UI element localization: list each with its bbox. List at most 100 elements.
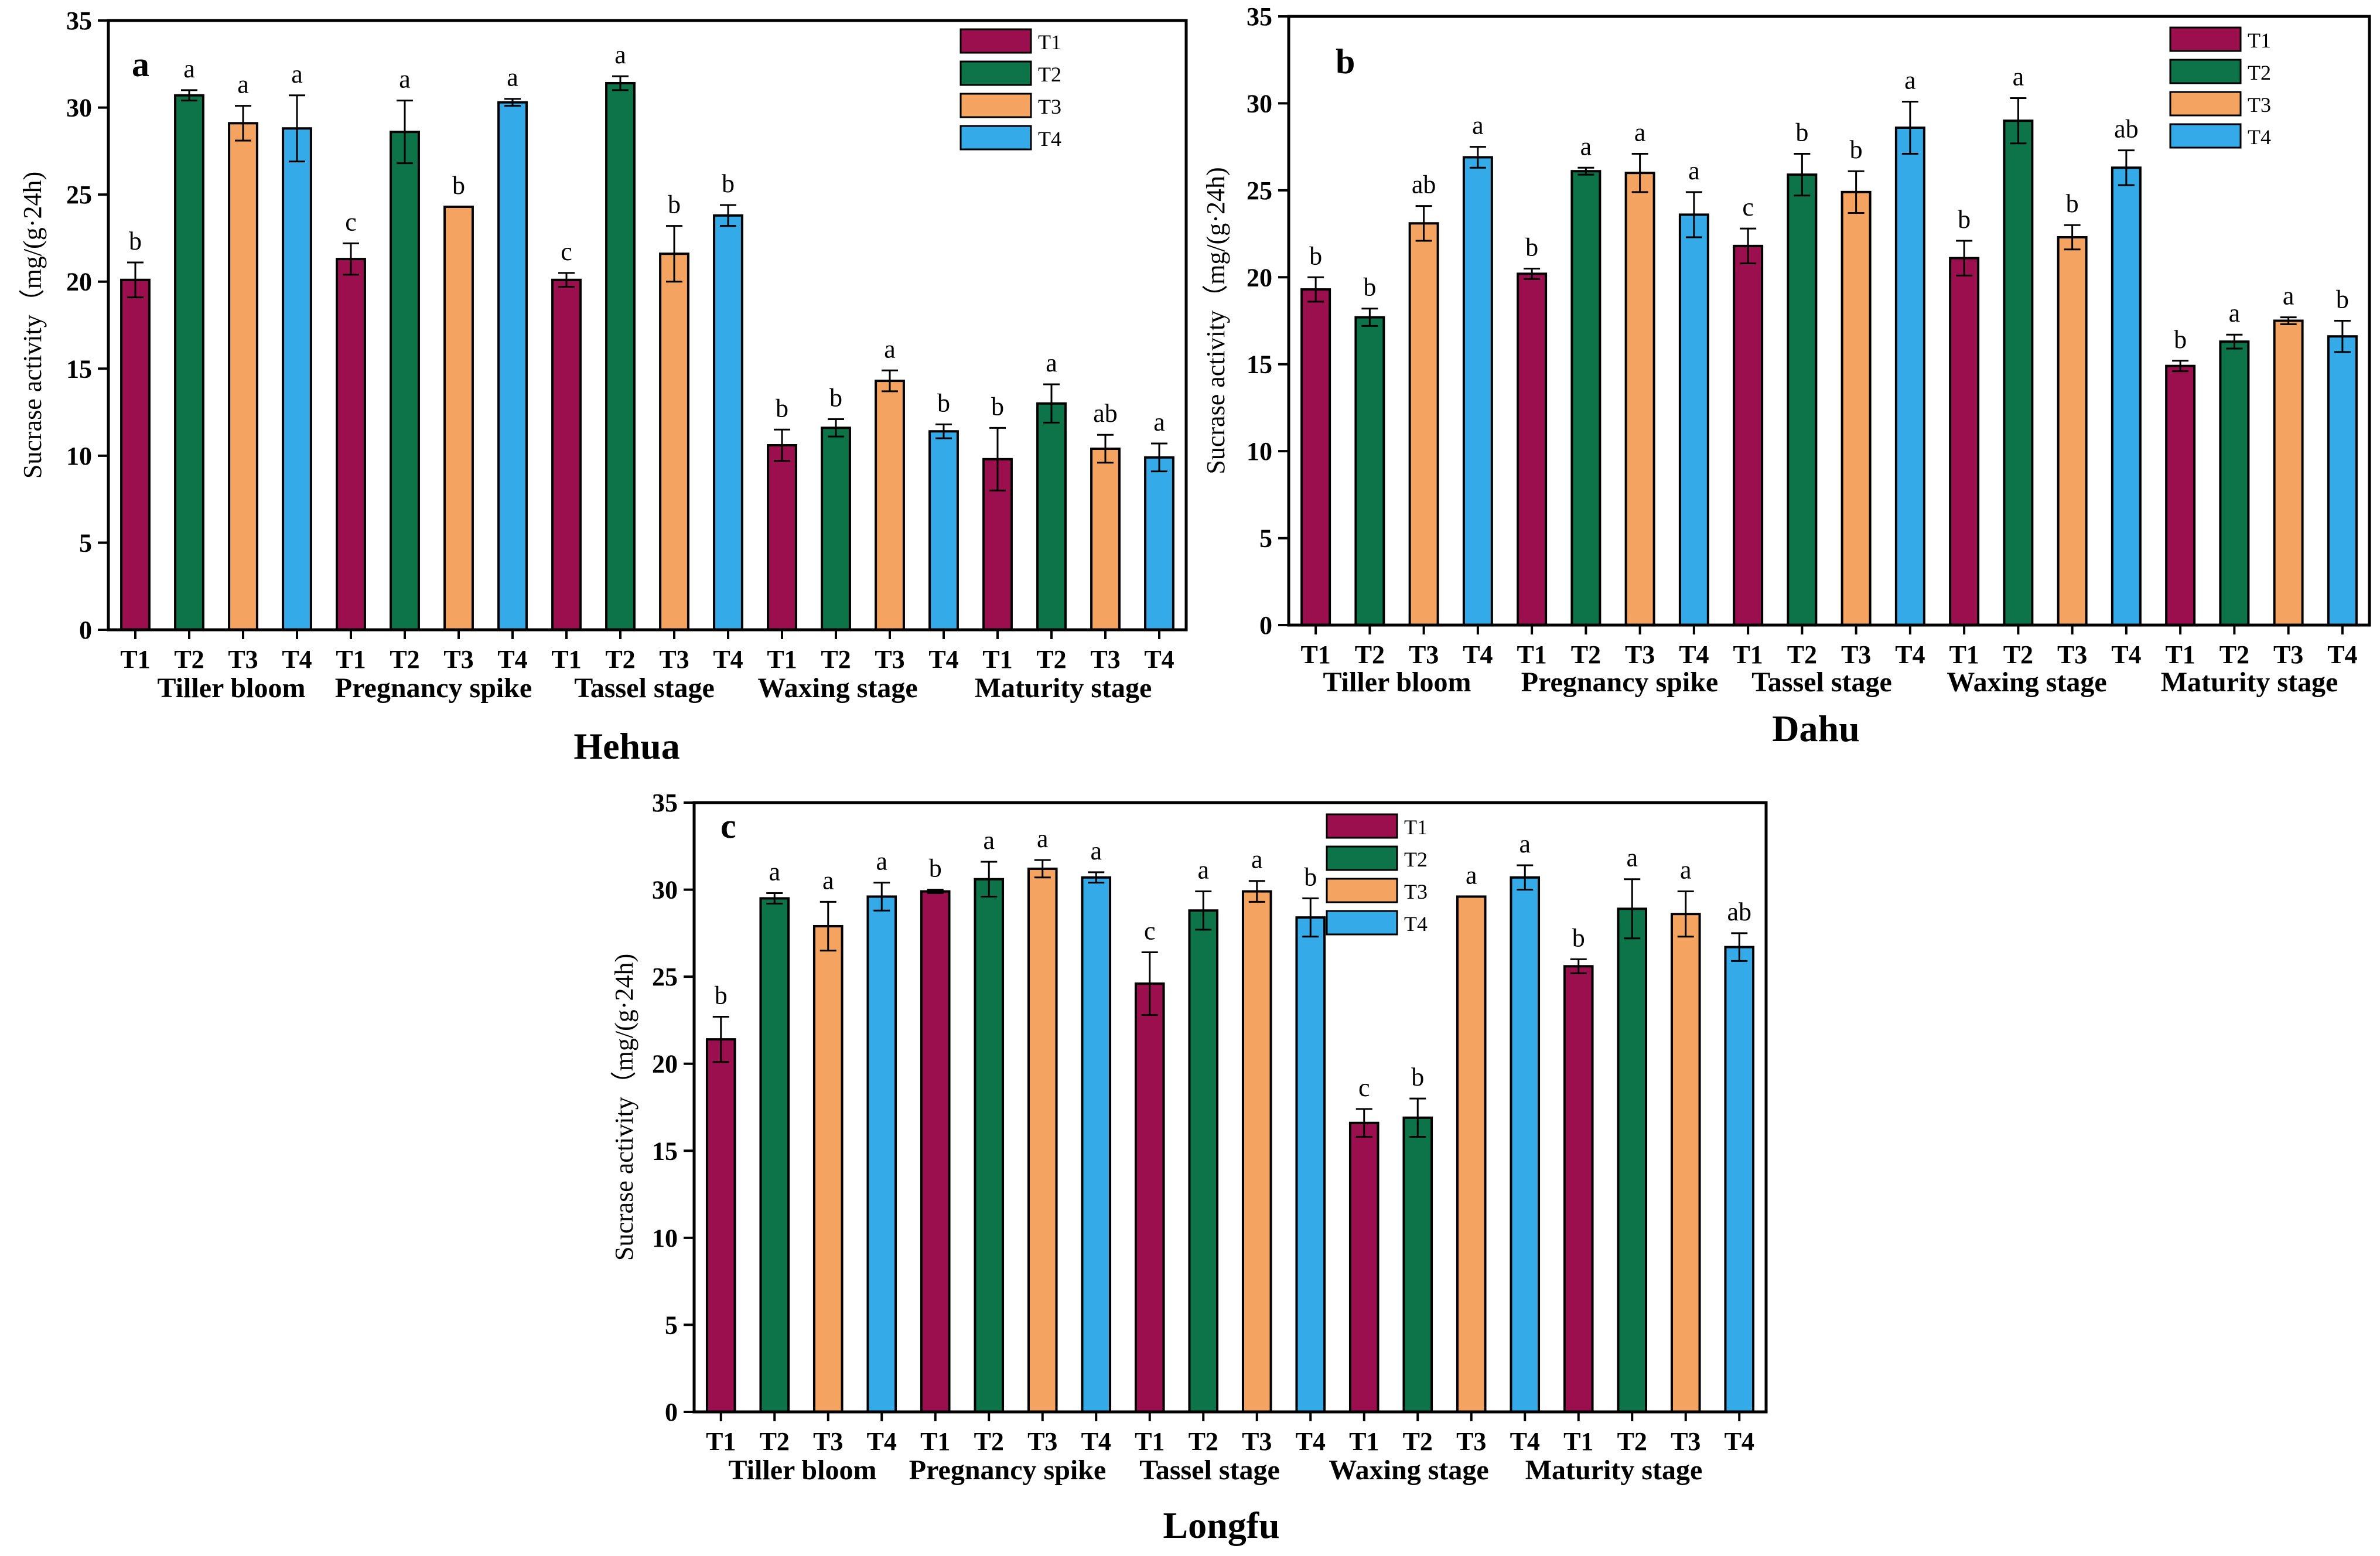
significance-label: b <box>776 394 788 422</box>
significance-label: b <box>1309 241 1322 270</box>
x-category-label: T4 <box>2111 640 2141 669</box>
bar-T4 <box>1081 876 1112 1414</box>
legend-swatch-T3 <box>959 93 1032 118</box>
significance-label: a <box>1251 845 1263 874</box>
bar-T2 <box>2219 340 2250 626</box>
significance-label: b <box>1850 135 1863 164</box>
bar-T2 <box>2003 120 2034 627</box>
bar-T3 <box>1841 190 1872 626</box>
significance-label: c <box>345 207 357 236</box>
significance-label: a <box>1680 856 1692 885</box>
y-tick-label: 35 <box>652 789 678 817</box>
legend-swatch-T3 <box>1326 878 1398 903</box>
x-category-label: T1 <box>1563 1427 1593 1456</box>
panel-letter: c <box>721 807 736 845</box>
x-category-label: T1 <box>982 645 1012 674</box>
significance-label: a <box>2229 299 2241 327</box>
bar-T1 <box>767 444 797 631</box>
significance-label: b <box>1795 118 1808 147</box>
significance-label: ab <box>2114 115 2139 144</box>
significance-label: a <box>1472 111 1484 140</box>
bar-T2 <box>1354 316 1385 626</box>
stage-label: Maturity stage <box>1525 1455 1703 1486</box>
significance-label: b <box>2174 325 2187 354</box>
x-category-label: T3 <box>1841 640 1871 669</box>
bar-T2 <box>1787 173 1818 626</box>
x-category-label: T1 <box>920 1427 950 1456</box>
stage-label: Pregnancy spike <box>1521 667 1718 698</box>
x-category-label: T1 <box>551 645 581 674</box>
bar-T4 <box>928 430 959 631</box>
significance-label: b <box>668 190 681 219</box>
legend-label-T1: T1 <box>2248 29 2271 52</box>
y-axis-label: Sucrase activity（mg/(g·24h) <box>610 954 638 1261</box>
bar-T1 <box>1348 1121 1379 1413</box>
bar-T1 <box>920 890 951 1413</box>
significance-label: a <box>1090 837 1102 865</box>
legend: T1 T2 T3 T4 <box>2169 26 2271 149</box>
significance-label: a <box>983 826 995 855</box>
bar-T1 <box>1563 965 1594 1414</box>
x-category-label: T4 <box>1296 1427 1326 1456</box>
bar-T1 <box>1517 272 1548 626</box>
stage-label: Tassel stage <box>1751 667 1892 698</box>
significance-label: c <box>1742 193 1754 221</box>
plot-frame <box>692 801 1768 1414</box>
x-category-label: T4 <box>282 645 312 674</box>
x-category-label: T3 <box>1671 1427 1701 1456</box>
bar-T3 <box>1456 895 1487 1413</box>
x-category-label: T2 <box>174 645 204 674</box>
significance-label: b <box>1572 923 1585 952</box>
legend-label-T4: T4 <box>1038 127 1061 151</box>
bar-T1 <box>551 278 582 631</box>
legend-swatch-T4 <box>1326 910 1398 936</box>
x-category-label: T2 <box>1355 640 1385 669</box>
significance-label: b <box>722 169 735 198</box>
bar-T3 <box>1241 890 1272 1413</box>
x-category-label: T1 <box>1733 640 1763 669</box>
significance-label: a <box>399 65 411 94</box>
x-category-label: T1 <box>1349 1427 1379 1456</box>
significance-label: b <box>929 854 942 883</box>
stage-label: Waxing stage <box>1947 667 2106 698</box>
x-category-label: T2 <box>1036 645 1066 674</box>
bar-T4 <box>497 101 528 631</box>
y-tick-label: 15 <box>66 354 92 383</box>
bar-T1 <box>336 258 366 632</box>
chart-panel-a: 0 5 10 15 20 25 30 35 b T1 a T2 a T3 a T4 c T1 a T2 b T3 a T4 c T… <box>18 6 1188 767</box>
x-category-label: T3 <box>1027 1427 1057 1456</box>
significance-label: a <box>1634 118 1646 147</box>
x-category-label: T1 <box>706 1427 736 1456</box>
x-category-label: T2 <box>2219 640 2249 669</box>
plot-frame <box>107 19 1188 632</box>
bar-T4 <box>1724 946 1755 1413</box>
x-category-label: T2 <box>1403 1427 1433 1456</box>
legend-label-T1: T1 <box>1038 30 1061 54</box>
stage-label: Tassel stage <box>1139 1455 1280 1486</box>
significance-label: a <box>237 70 249 99</box>
bar-T3 <box>228 122 258 632</box>
x-category-label: T4 <box>867 1427 897 1456</box>
x-category-label: T3 <box>2057 640 2087 669</box>
x-category-label: T3 <box>2273 640 2303 669</box>
significance-label: a <box>1580 132 1592 161</box>
legend-label-T3: T3 <box>2248 93 2271 117</box>
significance-label: a <box>1688 156 1700 185</box>
y-tick-label: 30 <box>1247 89 1272 118</box>
x-category-label: T1 <box>1949 640 1979 669</box>
y-tick-label: 25 <box>66 180 92 209</box>
bar-T4 <box>1894 126 1925 626</box>
significance-label: b <box>1958 205 1971 234</box>
stage-label: Tassel stage <box>574 673 715 704</box>
legend-swatch-T4 <box>2169 123 2242 149</box>
x-category-label: T4 <box>713 645 743 674</box>
bar-T4 <box>2111 166 2142 627</box>
legend: T1 T2 T3 T4 <box>1326 813 1428 936</box>
significance-label: a <box>1626 844 1638 872</box>
y-tick-label: 30 <box>652 876 678 905</box>
x-category-label: T3 <box>1090 645 1120 674</box>
bar-T4 <box>1295 916 1326 1413</box>
significance-label: b <box>829 383 842 412</box>
x-category-label: T3 <box>659 645 689 674</box>
